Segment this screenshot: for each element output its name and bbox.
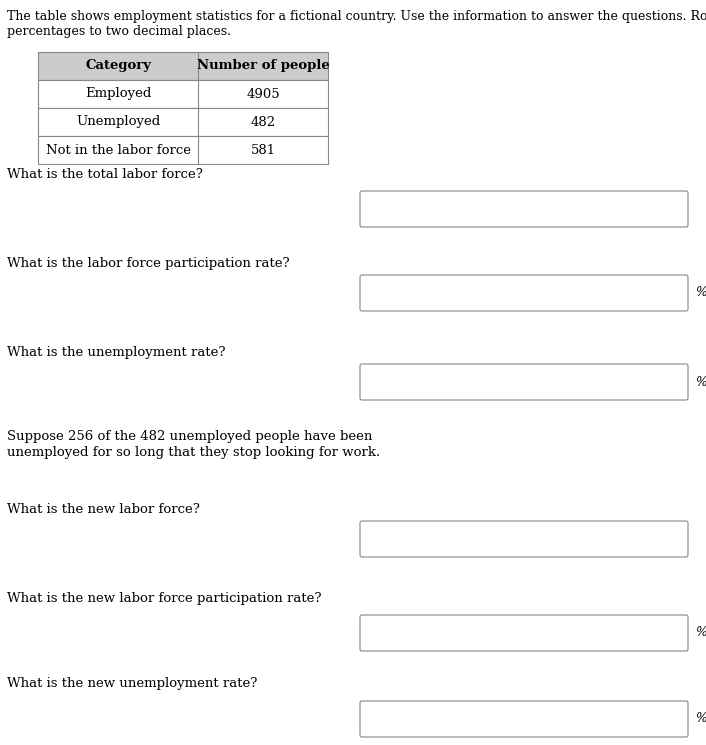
FancyBboxPatch shape [360, 701, 688, 737]
Text: Number of people: Number of people [197, 60, 330, 72]
Text: Unemployed: Unemployed [76, 115, 160, 128]
Text: %: % [695, 375, 706, 388]
Text: %: % [695, 287, 706, 299]
Text: What is the new labor force?: What is the new labor force? [7, 503, 200, 516]
FancyBboxPatch shape [38, 52, 328, 80]
Text: Category: Category [85, 60, 151, 72]
Text: %: % [695, 712, 706, 726]
FancyBboxPatch shape [360, 521, 688, 557]
Text: What is the new labor force participation rate?: What is the new labor force participatio… [7, 592, 321, 605]
Text: unemployed for so long that they stop looking for work.: unemployed for so long that they stop lo… [7, 446, 381, 459]
Text: What is the total labor force?: What is the total labor force? [7, 168, 203, 181]
Text: What is the new unemployment rate?: What is the new unemployment rate? [7, 677, 258, 690]
FancyBboxPatch shape [38, 108, 328, 136]
FancyBboxPatch shape [360, 615, 688, 651]
FancyBboxPatch shape [38, 80, 328, 108]
Text: The table shows employment statistics for a fictional country. Use the informati: The table shows employment statistics fo… [7, 10, 706, 23]
Text: Employed: Employed [85, 87, 151, 101]
Text: percentages to two decimal places.: percentages to two decimal places. [7, 25, 231, 38]
Text: 4905: 4905 [246, 87, 280, 101]
FancyBboxPatch shape [38, 136, 328, 164]
Text: %: % [695, 627, 706, 639]
Text: What is the unemployment rate?: What is the unemployment rate? [7, 346, 225, 359]
FancyBboxPatch shape [360, 275, 688, 311]
FancyBboxPatch shape [360, 191, 688, 227]
Text: Suppose 256 of the 482 unemployed people have been: Suppose 256 of the 482 unemployed people… [7, 430, 372, 443]
Text: 581: 581 [251, 144, 275, 156]
FancyBboxPatch shape [360, 364, 688, 400]
Text: What is the labor force participation rate?: What is the labor force participation ra… [7, 257, 289, 270]
Text: Not in the labor force: Not in the labor force [45, 144, 191, 156]
Text: 482: 482 [251, 115, 275, 128]
